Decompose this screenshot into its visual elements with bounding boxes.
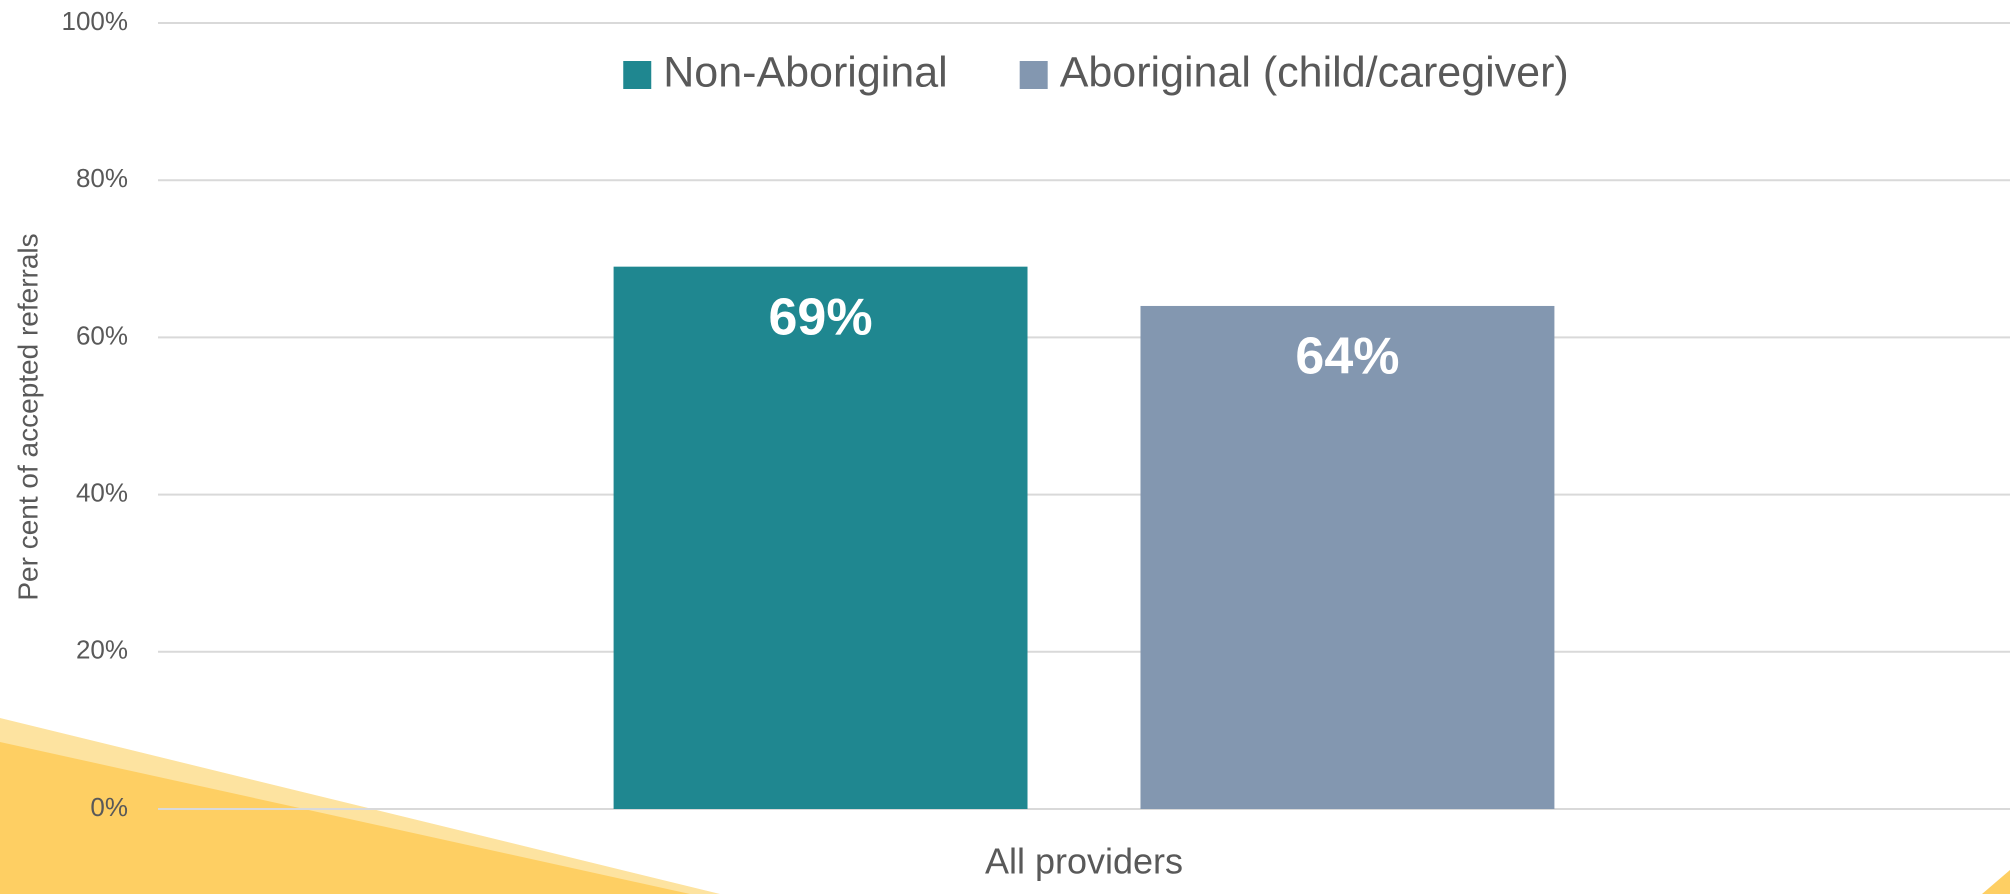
bar	[613, 266, 1028, 809]
bar	[1140, 305, 1555, 809]
y-tick-label: 40%	[76, 477, 128, 507]
y-tick-label: 80%	[76, 163, 128, 193]
data-label: 69%	[769, 288, 873, 346]
y-tick-label: 0%	[90, 792, 128, 822]
legend-swatch	[1019, 61, 1048, 89]
legend-label: Non-Aboriginal	[663, 48, 947, 96]
y-axis-title: Per cent of accepted referrals	[12, 233, 43, 600]
decoration	[1982, 870, 2010, 894]
x-tick-label: All providers	[985, 841, 1183, 882]
data-label: 64%	[1295, 328, 1399, 386]
y-tick-label: 60%	[76, 320, 128, 350]
legend-label: Aboriginal (child/caregiver)	[1060, 48, 1569, 96]
legend-swatch	[623, 61, 652, 89]
decoration	[0, 742, 690, 894]
y-tick-label: 20%	[76, 635, 128, 665]
y-tick-label: 100%	[62, 6, 129, 36]
